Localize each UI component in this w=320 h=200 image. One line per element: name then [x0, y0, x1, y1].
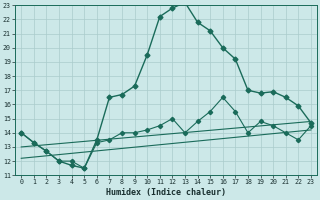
X-axis label: Humidex (Indice chaleur): Humidex (Indice chaleur)	[106, 188, 226, 197]
